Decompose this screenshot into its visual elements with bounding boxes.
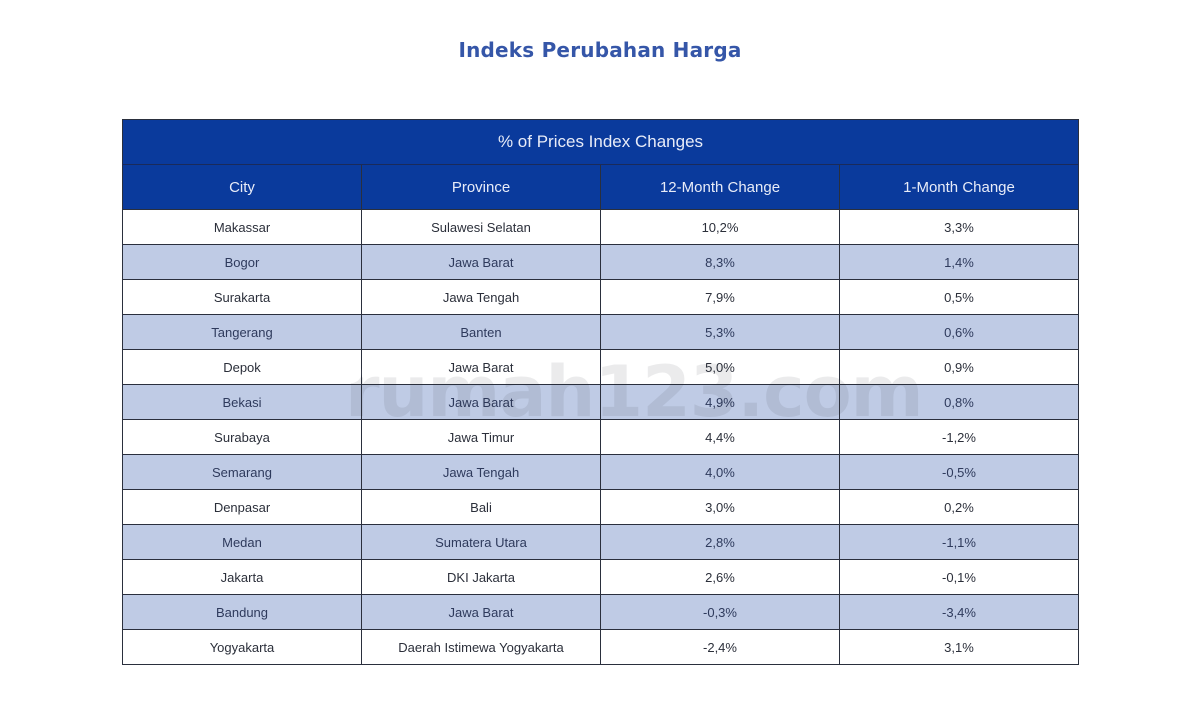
table-row: Bekasi Jawa Barat 4,9% 0,8% bbox=[122, 384, 1079, 420]
table-row: Surakarta Jawa Tengah 7,9% 0,5% bbox=[122, 279, 1079, 315]
cell-city: Depok bbox=[122, 349, 362, 385]
cell-city: Surakarta bbox=[122, 279, 362, 315]
cell-1-month-change: 1,4% bbox=[839, 244, 1079, 280]
cell-1-month-change: -1,2% bbox=[839, 419, 1079, 455]
cell-city: Bekasi bbox=[122, 384, 362, 420]
cell-12-month-change: -2,4% bbox=[600, 629, 840, 665]
cell-1-month-change: 3,1% bbox=[839, 629, 1079, 665]
table-caption-row: % of Prices Index Changes bbox=[122, 119, 1079, 165]
cell-city: Semarang bbox=[122, 454, 362, 490]
cell-province: Sumatera Utara bbox=[361, 524, 601, 560]
cell-12-month-change: 3,0% bbox=[600, 489, 840, 525]
cell-city: Yogyakarta bbox=[122, 629, 362, 665]
cell-province: Daerah Istimewa Yogyakarta bbox=[361, 629, 601, 665]
cell-city: Jakarta bbox=[122, 559, 362, 595]
cell-1-month-change: -3,4% bbox=[839, 594, 1079, 630]
table-row: Depok Jawa Barat 5,0% 0,9% bbox=[122, 349, 1079, 385]
table-row: Yogyakarta Daerah Istimewa Yogyakarta -2… bbox=[122, 629, 1079, 665]
cell-12-month-change: -0,3% bbox=[600, 594, 840, 630]
cell-city: Bandung bbox=[122, 594, 362, 630]
cell-province: Jawa Barat bbox=[361, 384, 601, 420]
table-row: Medan Sumatera Utara 2,8% -1,1% bbox=[122, 524, 1079, 560]
cell-12-month-change: 2,6% bbox=[600, 559, 840, 595]
cell-12-month-change: 10,2% bbox=[600, 209, 840, 245]
table-row: Surabaya Jawa Timur 4,4% -1,2% bbox=[122, 419, 1079, 455]
cell-12-month-change: 4,4% bbox=[600, 419, 840, 455]
cell-12-month-change: 2,8% bbox=[600, 524, 840, 560]
cell-1-month-change: -0,1% bbox=[839, 559, 1079, 595]
table-header-row: City Province 12-Month Change 1-Month Ch… bbox=[122, 164, 1079, 210]
cell-1-month-change: 0,9% bbox=[839, 349, 1079, 385]
cell-1-month-change: -0,5% bbox=[839, 454, 1079, 490]
cell-1-month-change: 3,3% bbox=[839, 209, 1079, 245]
cell-province: Jawa Barat bbox=[361, 349, 601, 385]
column-header-1-month-change: 1-Month Change bbox=[839, 164, 1079, 210]
table-row: Bogor Jawa Barat 8,3% 1,4% bbox=[122, 244, 1079, 280]
cell-city: Denpasar bbox=[122, 489, 362, 525]
cell-province: Bali bbox=[361, 489, 601, 525]
cell-city: Tangerang bbox=[122, 314, 362, 350]
cell-province: Sulawesi Selatan bbox=[361, 209, 601, 245]
column-header-12-month-change: 12-Month Change bbox=[600, 164, 840, 210]
cell-city: Makassar bbox=[122, 209, 362, 245]
cell-1-month-change: 0,6% bbox=[839, 314, 1079, 350]
price-index-table-container: % of Prices Index Changes City Province … bbox=[122, 119, 1079, 665]
cell-province: Jawa Tengah bbox=[361, 279, 601, 315]
table-row: Jakarta DKI Jakarta 2,6% -0,1% bbox=[122, 559, 1079, 595]
column-header-province: Province bbox=[361, 164, 601, 210]
cell-province: Banten bbox=[361, 314, 601, 350]
cell-province: DKI Jakarta bbox=[361, 559, 601, 595]
cell-12-month-change: 4,9% bbox=[600, 384, 840, 420]
cell-12-month-change: 4,0% bbox=[600, 454, 840, 490]
cell-province: Jawa Timur bbox=[361, 419, 601, 455]
cell-city: Medan bbox=[122, 524, 362, 560]
column-header-city: City bbox=[122, 164, 362, 210]
table-row: Semarang Jawa Tengah 4,0% -0,5% bbox=[122, 454, 1079, 490]
cell-1-month-change: 0,2% bbox=[839, 489, 1079, 525]
cell-1-month-change: 0,5% bbox=[839, 279, 1079, 315]
table-row: Denpasar Bali 3,0% 0,2% bbox=[122, 489, 1079, 525]
cell-12-month-change: 7,9% bbox=[600, 279, 840, 315]
cell-city: Surabaya bbox=[122, 419, 362, 455]
table-row: Tangerang Banten 5,3% 0,6% bbox=[122, 314, 1079, 350]
cell-12-month-change: 8,3% bbox=[600, 244, 840, 280]
cell-12-month-change: 5,0% bbox=[600, 349, 840, 385]
table-row: Bandung Jawa Barat -0,3% -3,4% bbox=[122, 594, 1079, 630]
cell-province: Jawa Barat bbox=[361, 244, 601, 280]
cell-city: Bogor bbox=[122, 244, 362, 280]
page-title: Indeks Perubahan Harga bbox=[458, 38, 742, 62]
cell-1-month-change: 0,8% bbox=[839, 384, 1079, 420]
cell-province: Jawa Tengah bbox=[361, 454, 601, 490]
table-row: Makassar Sulawesi Selatan 10,2% 3,3% bbox=[122, 209, 1079, 245]
cell-province: Jawa Barat bbox=[361, 594, 601, 630]
price-index-table: % of Prices Index Changes City Province … bbox=[122, 119, 1079, 665]
cell-12-month-change: 5,3% bbox=[600, 314, 840, 350]
cell-1-month-change: -1,1% bbox=[839, 524, 1079, 560]
table-caption: % of Prices Index Changes bbox=[122, 119, 1079, 165]
